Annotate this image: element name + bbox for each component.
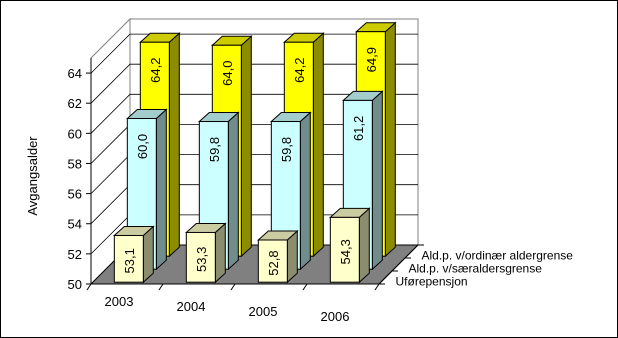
data-label: 59,8	[207, 137, 222, 162]
bar-1-0: 60,0	[125, 108, 168, 271]
bar-front	[185, 231, 216, 283]
bar-side	[371, 90, 383, 271]
chart-axes: 50 52 54 56 58 60 62 64 2003 2004 2005 2006 Uførepen…	[68, 58, 574, 324]
y-tick-label: 54	[68, 217, 82, 232]
bar-side	[227, 111, 239, 271]
bar-front	[113, 234, 144, 283]
data-label: 52,8	[266, 250, 281, 275]
bar-side	[312, 32, 324, 258]
x-tick	[158, 283, 164, 291]
data-label: 61,2	[351, 116, 366, 141]
x-tick	[302, 283, 308, 291]
bar-side	[142, 225, 154, 284]
depth-axis-line	[378, 244, 419, 285]
data-label: 64,2	[148, 58, 163, 83]
bar-front	[329, 216, 360, 283]
y-axis-label: Avgangsalder	[25, 136, 40, 216]
data-label: 60,0	[135, 134, 150, 159]
data-label: 53,3	[194, 247, 209, 272]
data-label: 64,2	[292, 58, 307, 83]
bar-front	[257, 239, 288, 283]
bar-side	[358, 207, 370, 284]
data-label: 54,3	[338, 239, 353, 264]
bar-side	[384, 21, 396, 258]
chart-bars: 64,2 64,0 64,2 64,9 60,0 59,8 59,8 61,2 53,1 53,3…	[112, 21, 397, 284]
series-label: Ald.p. v/særaldersgrense	[409, 262, 543, 276]
x-tick-label: 2006	[321, 309, 350, 324]
y-tick-label: 58	[68, 156, 82, 171]
y-tick-label: 62	[68, 96, 82, 111]
y-tick-label: 64	[68, 66, 82, 81]
y-tick-label: 52	[68, 247, 82, 262]
bar-side	[155, 108, 167, 271]
x-tick-label: 2004	[177, 299, 206, 314]
bar-side	[299, 111, 311, 271]
y-tick-label: 60	[68, 126, 82, 141]
bar-0-0: 53,1	[112, 225, 155, 284]
data-label: 64,9	[364, 47, 379, 72]
x-tick	[374, 283, 380, 291]
data-label: 59,8	[279, 137, 294, 162]
data-label: 64,0	[220, 61, 235, 86]
bar-side	[240, 35, 252, 258]
bar-0-3: 54,3	[328, 207, 371, 284]
series-label: Ald.p. v/ordinær aldergrense	[422, 249, 574, 263]
x-tick-label: 2003	[105, 294, 134, 309]
series-label: Uførepensjon	[396, 275, 468, 289]
x-tick	[230, 283, 236, 291]
x-tick-label: 2005	[249, 304, 278, 319]
data-label: 53,1	[122, 248, 137, 273]
bar-side	[168, 32, 180, 258]
y-tick-label: 50	[68, 277, 82, 292]
bar-side	[214, 222, 226, 284]
bar-0-1: 53,3	[184, 222, 227, 284]
x-tick	[86, 283, 92, 291]
y-tick-label: 56	[68, 187, 82, 202]
bar-0-2: 52,8	[256, 229, 299, 284]
